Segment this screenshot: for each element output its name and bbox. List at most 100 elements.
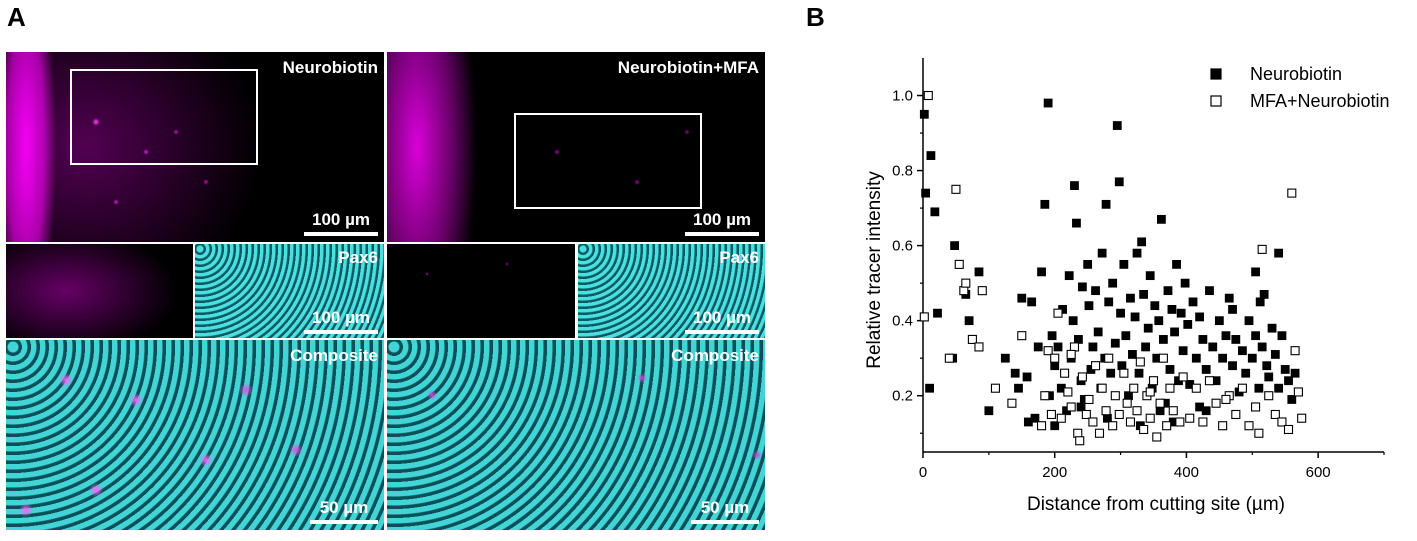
data-point [1162,421,1172,431]
legend-label: MFA+Neurobiotin [1250,91,1390,111]
data-point [1191,383,1201,393]
data-point [1132,248,1142,258]
data-point [1007,398,1017,408]
data-point [1145,413,1155,423]
data-point [1158,353,1168,363]
x-tick-label: 400 [1174,464,1199,481]
micrograph-label: Neurobiotin [282,58,378,77]
data-point [1110,338,1120,348]
data-point [944,353,954,363]
data-point [1122,398,1132,408]
chart-points [919,90,1307,446]
data-point [1205,286,1214,296]
y-tick-label: 1.0 [892,88,913,105]
micrograph-label: Pax6 [338,248,378,267]
data-point [933,308,942,318]
scale-bar-label: 50 µm [319,498,369,517]
data-point [1155,406,1165,416]
x-tick-label: 0 [919,464,927,481]
data-point [1165,365,1175,374]
data-point [1224,293,1234,303]
data-point [1264,372,1274,382]
roi-box [514,113,702,209]
data-point [1010,368,1020,378]
x-tick-label: 600 [1306,464,1331,481]
data-point [1270,409,1280,420]
scale-bar-line [304,232,378,236]
data-point [925,383,934,393]
data-point [1255,297,1265,307]
data-point [1129,383,1139,393]
data-point [1050,361,1060,371]
data-point [1114,409,1124,420]
data-point [1143,323,1153,333]
scale-bar-label: 100 µm [693,308,751,327]
data-point [1280,365,1290,374]
data-point [1254,383,1264,393]
series-mfa-neurobiotin [919,90,1307,446]
data-point [921,188,931,198]
data-point [1163,286,1173,296]
data-point [1116,308,1125,318]
data-point [1237,383,1247,393]
data-point [1228,305,1237,314]
data-point [1033,342,1043,352]
data-point [1108,278,1118,288]
data-point [1175,417,1185,427]
data-point [1277,417,1287,427]
data-point [1014,383,1023,393]
data-point [1022,372,1032,382]
data-point [1104,297,1114,307]
data-point [974,342,984,352]
data-point [1257,244,1267,254]
data-point [1043,98,1053,108]
scale-bar-line [685,232,759,236]
data-point [1135,357,1145,367]
data-point [1185,413,1195,423]
scale-bar-line [685,330,759,334]
data-point [1076,402,1086,412]
data-point [1084,394,1094,405]
data-point [1074,335,1083,344]
data-point [1047,331,1057,341]
micrograph-neurobiotin: Neurobiotin 100 µm [6,52,384,242]
data-point [1108,421,1118,431]
y-axis-label: Relative tracer intensity [864,171,885,369]
panel-letter-b: B [806,2,825,32]
data-point [919,312,929,322]
data-point [1158,335,1168,344]
data-point [1247,353,1257,363]
scale-bar-label: 50 µm [700,498,750,517]
micrograph-pax6-right: Pax6 100 µm [578,244,765,338]
data-point [1251,331,1260,341]
data-point [1188,297,1198,307]
data-point [1119,259,1129,269]
data-point [1017,331,1027,341]
data-point [1119,368,1129,378]
data-point [1104,353,1114,363]
data-point [1145,271,1155,281]
data-point [1075,436,1085,446]
data-point [1036,421,1047,431]
data-point [1195,402,1205,412]
data-point [1053,308,1063,318]
micrograph-label: Composite [290,346,378,365]
data-point [1070,181,1079,190]
data-point [1145,387,1155,397]
x-axis-label: Distance from cutting site (µm) [1027,494,1285,515]
data-point [1267,323,1277,333]
data-point [1290,346,1300,356]
data-point [1066,402,1076,412]
data-point [1077,282,1087,292]
data-point [1110,391,1120,401]
scale-bar: 100 µm [304,308,378,334]
data-point [1050,421,1060,431]
data-point [1073,428,1083,438]
data-point [1081,409,1091,420]
data-point [1221,394,1231,405]
data-point [1191,353,1201,363]
data-point [1154,316,1164,326]
data-point [1132,406,1142,416]
scale-bar-label: 100 µm [312,308,370,327]
data-point [1117,361,1127,371]
